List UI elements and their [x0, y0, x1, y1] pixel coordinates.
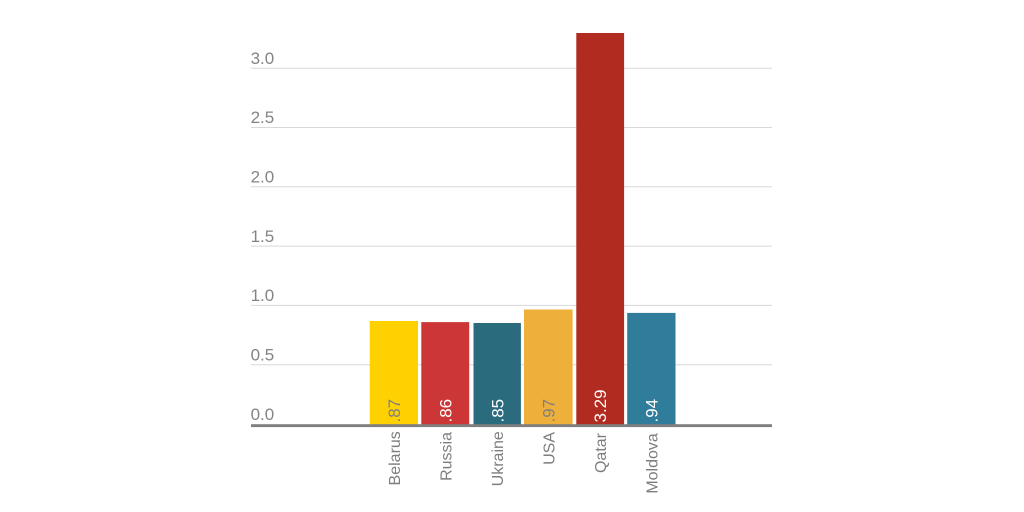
svg-text:3.0: 3.0 [251, 49, 275, 68]
svg-text:1.5: 1.5 [251, 227, 275, 246]
svg-text:2.5: 2.5 [251, 108, 275, 127]
svg-text:2.0: 2.0 [251, 168, 275, 187]
svg-text:Qatar: Qatar [593, 432, 610, 473]
svg-text:.94: .94 [643, 399, 662, 423]
svg-text:.97: .97 [540, 399, 559, 423]
svg-text:.85: .85 [488, 399, 507, 423]
svg-text:0.5: 0.5 [251, 345, 275, 364]
svg-text:Russia: Russia [438, 432, 455, 481]
svg-text:Belarus: Belarus [387, 431, 404, 485]
svg-text:1.0: 1.0 [251, 286, 275, 305]
svg-text:Moldova: Moldova [644, 433, 661, 494]
svg-text:.87: .87 [385, 399, 404, 423]
svg-text:.86: .86 [437, 399, 456, 423]
svg-text:3.29: 3.29 [591, 389, 610, 422]
svg-text:USA: USA [541, 432, 558, 465]
svg-text:0.0: 0.0 [251, 405, 275, 424]
svg-text:Ukraine: Ukraine [490, 431, 507, 486]
